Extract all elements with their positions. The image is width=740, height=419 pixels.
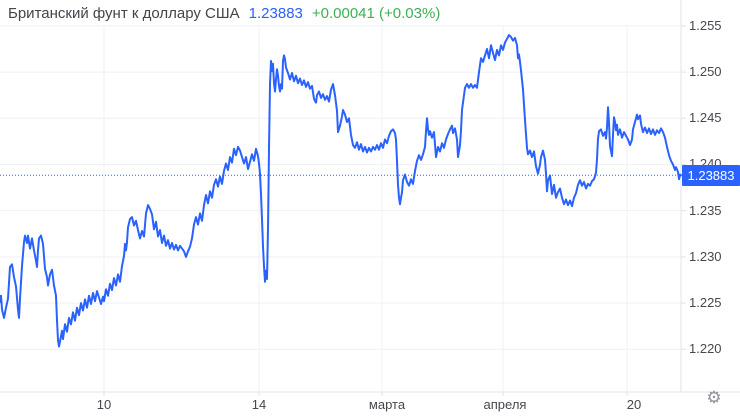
chart-header: Британский фунт к доллару США 1.23883 +0…: [8, 5, 440, 22]
time-scale-tick: 20: [626, 397, 642, 412]
chart-title[interactable]: Британский фунт к доллару США: [8, 5, 240, 22]
time-scale-tick: марта: [368, 397, 406, 412]
time-scale-tick: 10: [96, 397, 112, 412]
current-price: 1.23883: [248, 5, 303, 22]
time-scale-tick: апреля: [483, 397, 527, 412]
time-scale-tick: 14: [251, 397, 267, 412]
price-scale-tick: 1.255: [689, 17, 722, 33]
price-scale-tick: 1.225: [689, 295, 722, 311]
price-line-series: [0, 34, 682, 348]
price-scale-tick: 1.245: [689, 110, 722, 126]
settings-button[interactable]: ⚙: [702, 386, 726, 410]
gear-icon: ⚙: [706, 388, 722, 407]
price-scale-tick: 1.230: [689, 248, 722, 264]
current-price-badge: 1.23883: [682, 164, 740, 186]
price-scale-tick: 1.220: [689, 341, 722, 357]
price-scale-tick: 1.235: [689, 202, 722, 218]
price-change: +0.00041 (+0.03%): [311, 5, 441, 22]
price-scale-tick: 1.250: [689, 64, 722, 80]
